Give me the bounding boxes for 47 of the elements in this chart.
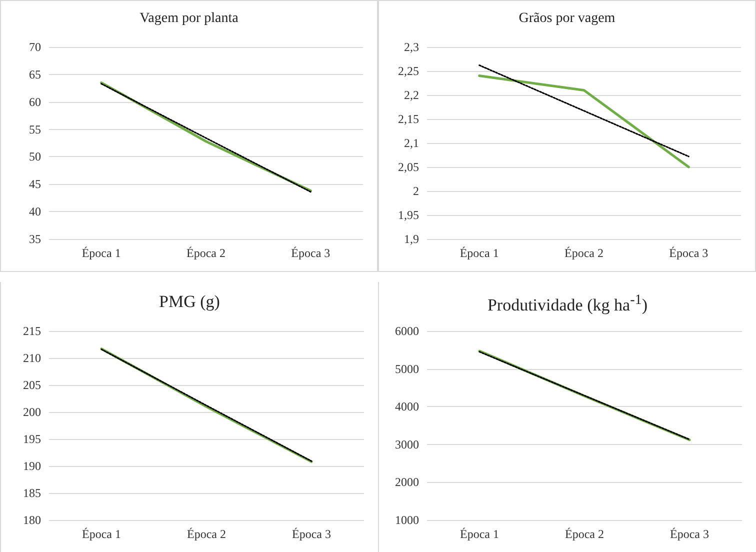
- y-tick-label: 195: [23, 432, 41, 446]
- y-tick-label: 3000: [395, 437, 419, 452]
- y-tick-label: 2,3: [404, 40, 419, 54]
- x-tick-label: Época 2: [187, 527, 226, 541]
- y-tick-label: 4000: [395, 400, 419, 414]
- y-tick-label: 1,95: [398, 208, 419, 222]
- x-tick-label: Época 3: [670, 527, 709, 541]
- y-tick-label: 200: [23, 405, 41, 419]
- y-tick-label: 180: [23, 513, 41, 527]
- chart-title: PMG (g): [158, 292, 221, 312]
- x-tick-label: Época 3: [292, 527, 331, 541]
- y-tick-label: 35: [29, 232, 41, 246]
- x-tick-label: Época 1: [82, 527, 121, 541]
- x-tick-label: Época 3: [291, 246, 330, 260]
- x-tick-label: Época 1: [82, 246, 121, 260]
- y-tick-label: 2,1: [404, 136, 419, 150]
- y-tick-label: 210: [23, 351, 41, 365]
- y-tick-label: 2,05: [398, 160, 419, 174]
- y-tick-label: 55: [29, 122, 41, 136]
- x-tick-label: Época 1: [460, 246, 499, 260]
- y-tick-label: 50: [29, 150, 41, 164]
- x-tick-label: Época 2: [186, 246, 226, 260]
- y-tick-label: 185: [23, 486, 41, 500]
- y-tick-label: 70: [29, 40, 41, 54]
- y-tick-label: 2,2: [404, 88, 419, 102]
- y-tick-label: 2: [413, 184, 419, 198]
- chart-title: Vagem por planta: [138, 11, 240, 27]
- x-tick-label: Época 3: [669, 246, 708, 260]
- y-tick-label: 2,15: [398, 112, 419, 126]
- y-tick-label: 1000: [395, 513, 419, 527]
- x-tick-label: Época 1: [460, 527, 499, 541]
- y-tick-label: 40: [29, 204, 41, 219]
- y-tick-label: 60: [29, 94, 41, 109]
- y-tick-label: 215: [23, 324, 41, 338]
- chart-title: Produtividade (kg ha$^{-1}$): [486, 292, 649, 316]
- x-tick-label: Época 2: [565, 527, 604, 541]
- x-tick-label: Época 2: [564, 246, 604, 260]
- y-tick-label: 6000: [395, 324, 419, 338]
- chart-title: Grãos por vagem: [518, 11, 616, 27]
- y-tick-label: 65: [29, 67, 41, 82]
- y-tick-label: 190: [23, 459, 41, 473]
- y-tick-label: 2000: [395, 475, 419, 490]
- y-tick-label: 5000: [395, 362, 419, 376]
- y-tick-label: 1,9: [404, 232, 419, 246]
- y-tick-label: 45: [29, 177, 41, 192]
- y-tick-label: 205: [23, 378, 41, 392]
- y-tick-label: 2,25: [398, 64, 419, 78]
